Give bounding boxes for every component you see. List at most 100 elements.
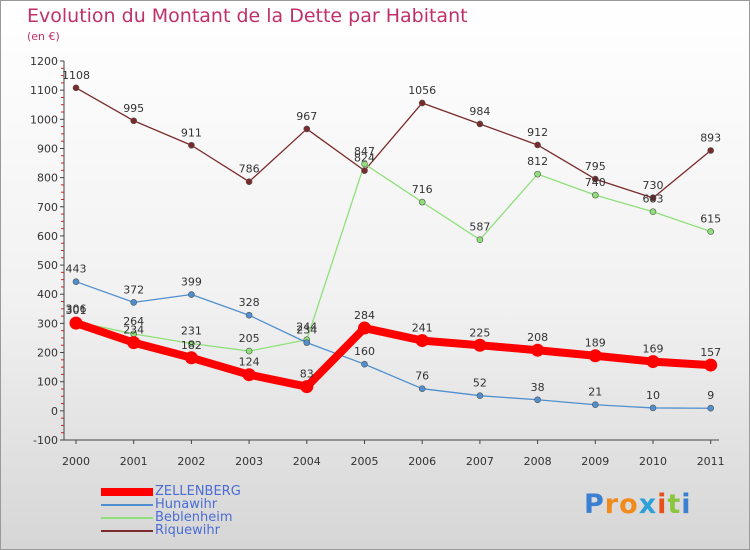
- data-point-zellenberg: [415, 334, 429, 348]
- data-label: 182: [181, 339, 202, 352]
- unit-label: (en €): [27, 30, 60, 43]
- data-label: 372: [123, 283, 144, 296]
- x-tick-label: 2010: [639, 455, 667, 468]
- data-point-zellenberg: [69, 316, 83, 330]
- data-point-hunawihr: [707, 404, 715, 412]
- x-tick-label: 2009: [581, 455, 609, 468]
- data-point-beblenheim: [188, 340, 195, 347]
- data-label: 328: [239, 296, 260, 309]
- series-line-beblenheim: [75, 163, 711, 352]
- legend-swatch: [101, 517, 153, 519]
- data-label: 225: [469, 326, 490, 339]
- data-point-riquewihr: [591, 175, 599, 183]
- y-tick-label: 0: [51, 405, 58, 418]
- data-label: 52: [473, 377, 487, 390]
- data-label: 893: [700, 132, 721, 145]
- data-point-riquewihr: [303, 125, 311, 133]
- legend-item-riquewihr: Riquewihr: [101, 523, 301, 538]
- data-label: 812: [527, 155, 548, 168]
- data-point-zellenberg: [473, 338, 487, 352]
- y-tick-label: 400: [37, 288, 58, 301]
- x-tick-label: 2003: [235, 455, 263, 468]
- data-label: 10: [646, 389, 660, 402]
- data-point-beblenheim: [361, 160, 368, 168]
- y-tick-label: 700: [37, 201, 58, 214]
- legend-swatch: [101, 504, 153, 506]
- y-tick-label: 900: [37, 142, 58, 155]
- data-point-hunawihr: [476, 392, 484, 399]
- proxiti-logo: Proxiti: [584, 489, 692, 520]
- data-label: 9: [707, 389, 714, 402]
- data-label: 912: [527, 126, 548, 139]
- data-point-zellenberg: [127, 336, 141, 350]
- data-point-riquewihr: [130, 117, 137, 125]
- logo-letter: i: [657, 489, 668, 520]
- data-label: 160: [354, 345, 375, 358]
- x-tick-label: 2007: [466, 455, 494, 468]
- data-point-riquewihr: [707, 147, 715, 154]
- data-point-hunawihr: [591, 401, 599, 409]
- data-point-zellenberg: [184, 351, 198, 365]
- data-point-hunawihr: [130, 299, 137, 306]
- data-point-zellenberg: [588, 349, 602, 363]
- data-point-riquewihr: [361, 167, 368, 174]
- x-tick-label: 2000: [62, 455, 90, 468]
- data-point-hunawihr: [418, 385, 426, 392]
- data-label: 587: [469, 221, 490, 234]
- data-point-hunawihr: [303, 339, 311, 346]
- legend-label: ZELLENBERG: [155, 484, 241, 499]
- data-point-riquewihr: [72, 84, 80, 92]
- data-point-zellenberg: [531, 343, 545, 357]
- legend-label: Riquewihr: [155, 523, 220, 538]
- data-label: 205: [239, 332, 260, 345]
- legend-item-zellenberg: ZELLENBERG: [101, 484, 301, 499]
- y-tick-label: 200: [37, 347, 58, 360]
- data-point-zellenberg: [242, 368, 256, 382]
- data-label: 716: [412, 183, 433, 196]
- data-label: 1108: [62, 69, 90, 82]
- data-label: 995: [123, 102, 144, 115]
- series-line-riquewihr: [75, 87, 712, 199]
- data-point-riquewihr: [476, 120, 484, 128]
- data-label: 208: [527, 331, 548, 344]
- data-point-zellenberg: [358, 321, 371, 335]
- y-tick-label: 1200: [30, 55, 58, 68]
- axes: [63, 61, 719, 441]
- logo-letter: r: [604, 489, 620, 520]
- data-label: 231: [181, 325, 202, 338]
- x-tick-label: 2001: [120, 455, 148, 468]
- chart-title: Evolution du Montant de la Dette par Hab…: [27, 5, 468, 27]
- series-line-hunawihr: [75, 281, 711, 409]
- axis-ticks: -100 0 100 200 300 400 500 600 700 800 900 1000 1100…: [30, 55, 725, 468]
- data-label: 984: [469, 105, 490, 118]
- data-label: 1056: [408, 84, 436, 97]
- legend: ZELLENBERG Hunawihr Beblenheim Riquewihr: [101, 484, 301, 538]
- logo-letter: P: [584, 489, 605, 520]
- y-tick-label: 800: [37, 172, 58, 185]
- data-label: 301: [66, 304, 87, 317]
- data-label: 124: [239, 356, 260, 369]
- data-point-riquewihr: [418, 99, 426, 107]
- data-point-hunawihr: [534, 396, 541, 404]
- data-point-hunawihr: [72, 278, 80, 285]
- data-point-hunawihr: [245, 311, 253, 319]
- data-labels: 1108 995 911 786 967 824 1056 984 912 795 730 893 30…: [62, 69, 721, 402]
- data-label: 443: [66, 263, 87, 276]
- y-tick-label: 300: [37, 317, 58, 330]
- data-label: 264: [123, 315, 144, 328]
- data-label: 615: [700, 213, 721, 226]
- data-label: 786: [239, 163, 260, 176]
- legend-label: Hunawihr: [155, 497, 218, 512]
- data-point-beblenheim: [534, 170, 541, 178]
- data-point-beblenheim: [591, 191, 599, 199]
- x-tick-label: 2006: [408, 455, 436, 468]
- y-tick-label: 500: [37, 259, 58, 272]
- data-label: 740: [585, 176, 606, 189]
- data-point-hunawihr: [649, 404, 657, 412]
- logo-letter: x: [638, 489, 658, 520]
- data-point-zellenberg: [646, 355, 660, 369]
- data-label: 76: [415, 370, 429, 383]
- legend-swatch: [101, 530, 153, 532]
